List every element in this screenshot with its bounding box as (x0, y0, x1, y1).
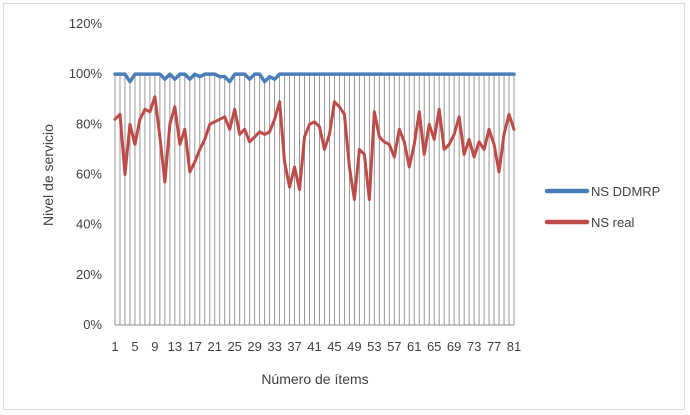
legend-label-ns-ddmrp: NS DDMRP (591, 184, 660, 199)
x-tick-label: 69 (447, 339, 461, 354)
y-tick-labels: 0% 20% 40% 60% 80% 100% 120% (69, 16, 103, 332)
y-axis-title: Nivel de servicio (40, 124, 56, 226)
x-tick-label: 5 (131, 339, 138, 354)
y-tick-label: 60% (76, 167, 102, 182)
x-tick-label: 41 (307, 339, 321, 354)
chart-frame: 0% 20% 40% 60% 80% 100% 120% 1 5 9 13 17 21 25 29 33 37… (3, 3, 685, 410)
y-tick-label: 20% (76, 267, 102, 282)
y-tick-label: 0% (83, 317, 102, 332)
x-tick-label: 29 (247, 339, 261, 354)
x-tick-label: 73 (467, 339, 481, 354)
x-tick-label: 13 (168, 339, 182, 354)
x-tick-label: 57 (387, 339, 401, 354)
x-tick-label: 61 (407, 339, 421, 354)
series-line-ns-ddmrp (113, 72, 516, 84)
legend-label-ns-real: NS real (591, 215, 634, 230)
legend: NS DDMRP NS real (544, 184, 660, 230)
x-tick-label: 65 (427, 339, 441, 354)
x-tick-label: 53 (367, 339, 381, 354)
line-chart: 0% 20% 40% 60% 80% 100% 120% 1 5 9 13 17 21 25 29 33 37… (40, 16, 660, 387)
x-tick-label: 45 (327, 339, 341, 354)
x-tick-labels: 1 5 9 13 17 21 25 29 33 37 41 45 49 53 57 61 65 69 73 77 81 (111, 339, 521, 354)
x-tick-label: 21 (208, 339, 222, 354)
y-tick-label: 120% (69, 16, 103, 31)
series-lines (113, 72, 516, 202)
x-tick-label: 37 (287, 339, 301, 354)
y-tick-label: 40% (76, 217, 102, 232)
y-tick-label: 100% (69, 66, 103, 81)
x-tick-label: 81 (507, 339, 521, 354)
x-axis-title: Número de ítems (261, 371, 368, 387)
series-line-ns-real (113, 95, 516, 202)
x-tick-label: 33 (267, 339, 281, 354)
x-tick-label: 25 (227, 339, 241, 354)
x-tick-label: 9 (151, 339, 158, 354)
x-tick-label: 77 (487, 339, 501, 354)
x-tick-label: 1 (111, 339, 118, 354)
x-tick-label: 49 (347, 339, 361, 354)
y-tick-label: 80% (76, 116, 102, 131)
x-tick-label: 17 (188, 339, 202, 354)
